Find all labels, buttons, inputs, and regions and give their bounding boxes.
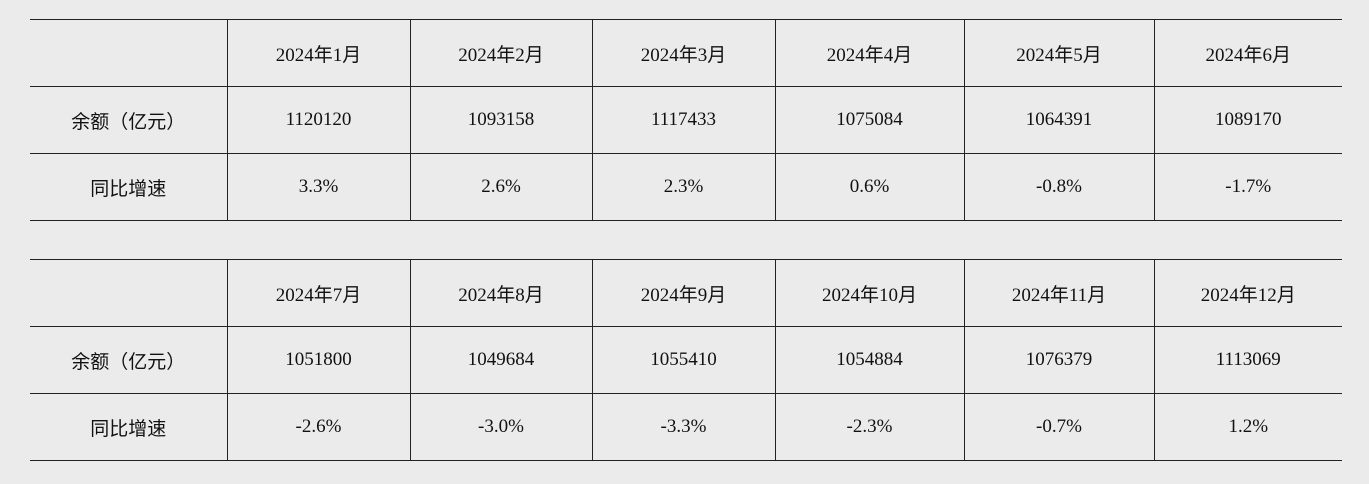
table-row: 同比增速 3.3% 2.6% 2.3% 0.6% -0.8% -1.7% xyxy=(30,153,1342,221)
cell: 1089170 xyxy=(1153,86,1342,154)
cell: -0.7% xyxy=(963,393,1154,461)
row-label: 余额（亿元） xyxy=(30,326,227,394)
cell: -3.3% xyxy=(591,393,775,461)
cell: 1055410 xyxy=(591,326,775,394)
data-table: 2024年1月 2024年2月 2024年3月 2024年4月 2024年5月 2024年… xyxy=(30,19,1342,221)
corner-cell xyxy=(30,19,227,87)
header-cell: 2024年4月 xyxy=(774,19,964,87)
cell: 2.3% xyxy=(591,153,775,221)
header-cell: 2024年3月 xyxy=(591,19,775,87)
table-row: 余额（亿元） 1051800 1049684 1055410 1054884 107637… xyxy=(30,326,1342,394)
cell: 1093158 xyxy=(409,86,592,154)
cell: -2.6% xyxy=(226,393,410,461)
cell: 1117433 xyxy=(591,86,775,154)
header-cell: 2024年10月 xyxy=(774,259,964,327)
header-cell: 2024年11月 xyxy=(963,259,1154,327)
row-label: 余额（亿元） xyxy=(30,86,227,154)
cell: 1054884 xyxy=(774,326,964,394)
header-cell: 2024年5月 xyxy=(963,19,1154,87)
cell: 1049684 xyxy=(409,326,592,394)
cell: -2.3% xyxy=(774,393,964,461)
row-label: 同比增速 xyxy=(30,153,227,221)
table-row: 同比增速 -2.6% -3.0% -3.3% -2.3% -0.7% 1.2% xyxy=(30,393,1342,461)
cell: 2.6% xyxy=(409,153,592,221)
header-cell: 2024年2月 xyxy=(409,19,592,87)
data-table: 2024年7月 2024年8月 2024年9月 2024年10月 2024年11月 202… xyxy=(30,259,1342,461)
header-cell: 2024年9月 xyxy=(591,259,775,327)
table-row: 余额（亿元） 1120120 1093158 1117433 1075084 106439… xyxy=(30,86,1342,154)
cell: 1051800 xyxy=(226,326,410,394)
cell: 1120120 xyxy=(226,86,410,154)
cell: 1075084 xyxy=(774,86,964,154)
cell: 1064391 xyxy=(963,86,1154,154)
header-row: 2024年7月 2024年8月 2024年9月 2024年10月 2024年11月 202… xyxy=(30,259,1342,327)
cell: 1113069 xyxy=(1153,326,1342,394)
header-cell: 2024年6月 xyxy=(1153,19,1342,87)
header-cell: 2024年7月 xyxy=(226,259,410,327)
header-cell: 2024年1月 xyxy=(226,19,410,87)
cell: -1.7% xyxy=(1153,153,1342,221)
cell: 3.3% xyxy=(226,153,410,221)
header-row: 2024年1月 2024年2月 2024年3月 2024年4月 2024年5月 2024年… xyxy=(30,19,1342,87)
row-label: 同比增速 xyxy=(30,393,227,461)
header-cell: 2024年8月 xyxy=(409,259,592,327)
cell: -0.8% xyxy=(963,153,1154,221)
cell: 1076379 xyxy=(963,326,1154,394)
cell: -3.0% xyxy=(409,393,592,461)
corner-cell xyxy=(30,259,227,327)
header-cell: 2024年12月 xyxy=(1153,259,1342,327)
cell: 0.6% xyxy=(774,153,964,221)
cell: 1.2% xyxy=(1153,393,1342,461)
